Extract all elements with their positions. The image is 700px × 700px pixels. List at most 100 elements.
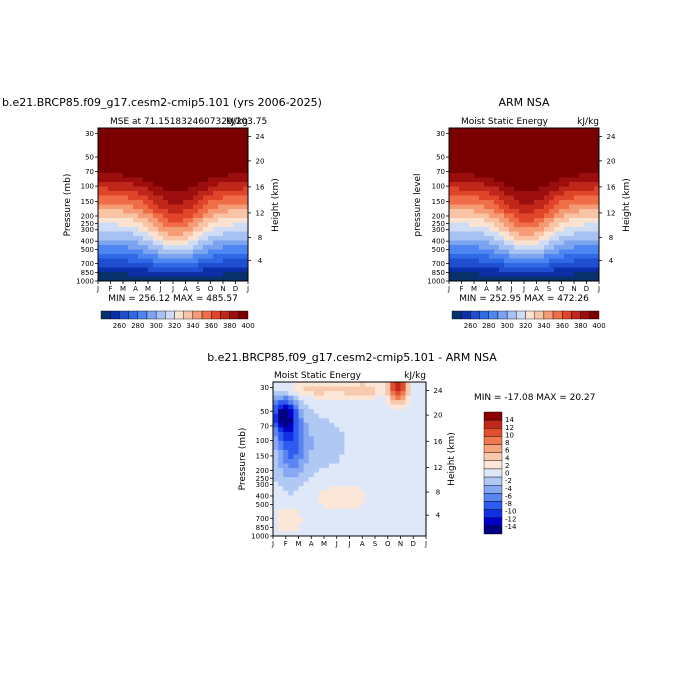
contour-cell (410, 477, 417, 482)
contour-cell (574, 236, 580, 241)
contour-cell (579, 173, 585, 178)
contour-cell (329, 459, 335, 464)
contour-cell (148, 150, 154, 156)
contour-cell (369, 472, 376, 478)
contour-cell (554, 146, 560, 151)
pressure-tick-label: 300 (432, 226, 445, 234)
contour-cell (564, 227, 570, 232)
contour-cell (499, 141, 505, 147)
contour-cell (133, 222, 139, 228)
contour-cell (308, 409, 315, 415)
contour-cell (308, 445, 315, 451)
colorbar-swatch (483, 501, 503, 510)
contour-cell (584, 200, 590, 205)
contour-cell (153, 200, 159, 205)
contour-cell (449, 267, 455, 273)
contour-cell (203, 204, 209, 210)
contour-cell (514, 240, 520, 246)
contour-cell (138, 155, 144, 160)
contour-cell (298, 400, 304, 405)
x-tick-label: J (246, 285, 249, 293)
contour-cell (395, 382, 401, 387)
colorbar-swatch (562, 310, 572, 320)
contour-cell (113, 137, 119, 142)
contour-cell (494, 240, 500, 246)
height-tick-label: 20 (607, 157, 616, 165)
contour-cell (574, 254, 580, 259)
contour-cell (303, 422, 309, 428)
contour-cell (133, 155, 139, 160)
contour-cell (334, 522, 340, 528)
contour-cell (133, 164, 139, 169)
contour-cell (143, 240, 149, 246)
contour-cell (318, 404, 325, 410)
contour-cell (559, 272, 565, 277)
contour-cell (278, 526, 284, 532)
contour-cell (228, 164, 234, 169)
contour-cell (539, 236, 545, 241)
contour-cell (123, 182, 129, 187)
contour-cell (344, 427, 350, 433)
contour-cell (559, 141, 565, 147)
contour-cell (168, 218, 174, 223)
colorbar-label: 12 (505, 424, 514, 432)
x-tick-label: M (496, 285, 502, 293)
colorbar-label: 340 (537, 322, 550, 330)
contour-cell (173, 182, 179, 187)
height-tick-label: 20 (256, 157, 265, 165)
contour-cell (334, 477, 340, 482)
contour-cell (123, 137, 129, 142)
contour-cell (449, 209, 455, 214)
contour-cell (559, 159, 565, 165)
contour-cell (454, 254, 460, 259)
contour-cell (334, 440, 340, 446)
contour-cell (213, 218, 219, 223)
contour-cell (554, 227, 560, 232)
contour-cell (223, 204, 229, 210)
contour-cell (298, 508, 304, 514)
contour-cell (594, 150, 600, 156)
contour-cell (559, 222, 565, 228)
contour-cell (484, 168, 490, 174)
contour-cell (318, 463, 325, 469)
contour-cell (168, 276, 174, 282)
contour-cell (375, 436, 381, 442)
contour-cell (469, 200, 475, 205)
contour-cell (243, 155, 249, 160)
contour-cell (308, 400, 315, 405)
contour-cell (584, 267, 590, 273)
contour-cell (243, 272, 249, 277)
contour-cell (354, 422, 360, 428)
contour-cell (539, 209, 545, 214)
contour-cell (283, 427, 289, 433)
contour-cell (283, 472, 289, 478)
contour-cell (484, 218, 490, 223)
contour-cell (118, 267, 124, 273)
contour-cell (143, 159, 149, 165)
contour-cell (183, 258, 189, 264)
contour-cell (534, 159, 540, 165)
contour-cell (459, 128, 465, 133)
contour-cell (293, 404, 299, 410)
contour-cell (589, 159, 595, 165)
contour-cell (499, 155, 505, 160)
contour-cell (148, 168, 154, 174)
contour-cell (385, 522, 391, 528)
contour-cell (293, 445, 299, 451)
contour-cell (148, 155, 154, 160)
contour-cell (303, 499, 309, 505)
contour-cell (334, 468, 340, 473)
colorbar-swatch (483, 485, 503, 494)
contour-cell (559, 231, 565, 237)
contour-cell (213, 177, 219, 183)
contour-cell (193, 240, 199, 246)
contour-cell (544, 168, 550, 174)
contour-cell (354, 522, 360, 528)
contour-cell (454, 276, 460, 282)
pressure-tick-label: 70 (260, 422, 269, 430)
contour-cell (519, 132, 525, 138)
contour-cell (594, 209, 600, 214)
contour-cell (303, 440, 309, 446)
pressure-tick-label: 700 (81, 260, 94, 268)
contour-cell (273, 463, 279, 469)
